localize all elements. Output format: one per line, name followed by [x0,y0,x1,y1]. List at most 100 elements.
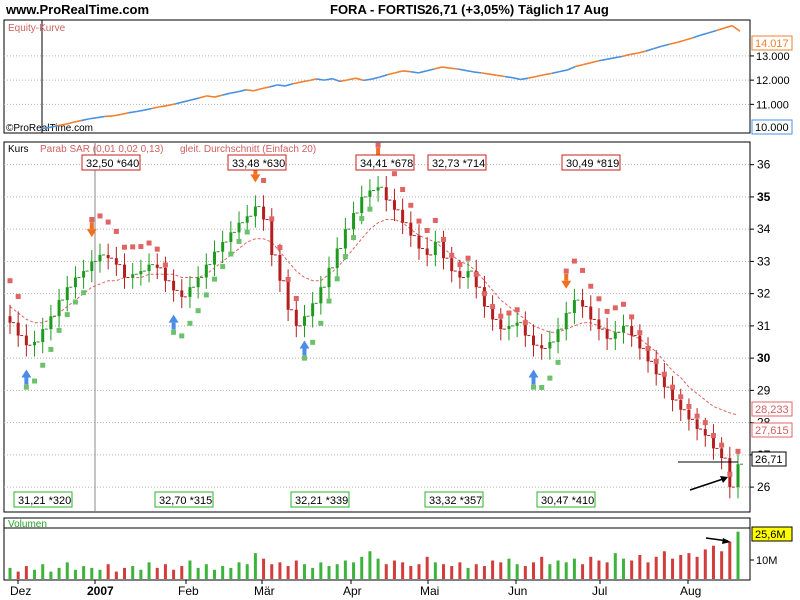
equity-segment [214,94,223,98]
equity-segment [237,89,247,93]
price-title: Kurs [8,144,29,155]
sar-dot [498,313,504,319]
candle-body [572,300,576,313]
candle [180,279,187,309]
volume-tick-label: 10M [756,555,777,567]
swing-low-box: 33,32 *357 [424,491,484,508]
equity-panel: Equity-Kurve ©ProRealTime.com 11.000 12.0… [3,19,793,135]
swing-high-frame [227,154,287,171]
sar-dot [432,217,438,223]
volume-bar [106,564,110,579]
equity-segment [378,74,388,78]
equity-segment [441,66,450,69]
swing-high-label: 32,50 *640 [86,158,139,170]
equity-segment [661,43,670,47]
x-tick-label: Dez [10,584,31,598]
candle-body [638,335,642,349]
sar-dot [72,299,78,305]
sar-dot [555,359,561,365]
sar-dot [146,240,152,246]
candle-body [654,361,658,375]
annotation-arrowhead [720,476,728,483]
site-name[interactable]: www.ProRealTime.com [6,2,150,17]
sar-dot [702,420,708,426]
candle-body [188,287,192,297]
sar-dot [375,142,381,148]
equity-segment [504,75,513,79]
x-axis: Dez 2007 Feb Mär Apr Mai Jun Jul Aug [10,580,701,598]
sell-arrow-shaft [253,167,258,175]
equity-segment [418,70,427,74]
swing-high-label: 32,73 *714 [432,158,485,170]
candle-body [442,242,446,259]
candle-body [523,322,527,336]
equity-segment [630,52,639,56]
candle-body [507,325,511,330]
candle [613,321,621,351]
volume-bar [548,564,552,579]
price-ytick-label: 34 [757,222,771,236]
equity-segment [316,78,325,81]
sar-dot [629,314,635,320]
candle-body [98,254,102,262]
equity-segment [347,77,356,81]
sar-dot [441,236,447,242]
equity-segment [128,110,137,114]
volume-annotation-arrowhead [722,538,731,544]
sar-dot [334,276,340,282]
volume-bar [172,569,176,579]
sar-dot [277,245,283,251]
swing-low-box: 31,21 *320 [13,491,73,508]
candle [417,224,424,260]
equity-segment [143,107,152,111]
sar-dot [563,268,569,274]
sar-dot [580,267,586,273]
volume-bar [65,562,69,579]
sar-dot [105,219,111,225]
swing-low-frame [536,491,596,508]
candle-body [368,190,372,197]
candle [687,398,694,431]
volume-bars [8,531,740,579]
candle-body [33,342,37,346]
equity-segment [57,123,66,127]
candle [139,259,146,286]
candle [654,350,662,386]
candle [49,304,56,341]
volume-bar [515,564,519,579]
equity-segment [41,126,50,130]
volume-bar [311,567,315,579]
volume-bar [237,562,241,579]
equity-ytick-label: 12.000 [756,75,790,87]
equity-segment [402,70,411,73]
price-panel: Kurs Parab SAR (0,01 0,02 0,13) gleit. D… [3,141,793,513]
candle-body [302,316,306,326]
candle [352,201,359,241]
equity-segment [614,55,623,59]
buy-arrow [21,369,32,378]
volume-bar [695,556,699,579]
x-tick-label: Mär [254,584,275,598]
equity-segment [433,66,443,70]
candle [106,243,114,270]
equity-bottom-label: 10.000 [755,122,789,134]
equity-segment [277,84,286,87]
equity-line [41,24,741,130]
sar-dot [678,394,684,400]
price-ytick-label: 32 [757,287,771,301]
candle-body [311,303,315,317]
equity-segment [598,58,607,62]
sar-dot [23,384,29,390]
candle [384,175,392,212]
date: 17 Aug [566,2,609,17]
candle [499,308,506,341]
sar-dot [269,216,275,222]
candle-body [335,248,339,268]
buy-arrow-shaft [531,377,536,385]
candle [147,253,155,283]
sar-dot [391,171,397,177]
candle-body [491,306,495,320]
sar-dot [416,218,422,224]
equity-segment [339,79,349,83]
candle-body [695,419,699,430]
